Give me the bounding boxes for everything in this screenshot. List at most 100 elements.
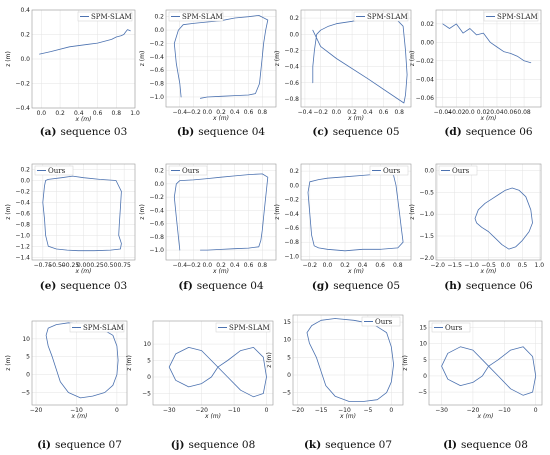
y-tick-label: 5 (26, 354, 30, 361)
caption-tag: (d) (444, 126, 461, 138)
x-axis-label: x (m) (75, 116, 92, 123)
y-tick-label: 5 (423, 357, 427, 364)
x-tick-label: −0.2 (186, 262, 201, 269)
series-line (173, 173, 269, 251)
series-line (312, 16, 408, 104)
x-tick-label: 0.4 (230, 109, 240, 116)
x-tick-label: 0.25 (90, 262, 104, 269)
y-tick-label: 0 (423, 373, 427, 380)
caption-tag: (k) (304, 439, 321, 451)
caption-tag: (i) (37, 439, 51, 451)
x-tick-label: 0.6 (93, 110, 103, 117)
plot-frame (31, 9, 136, 109)
y-tick-label: −0.8 (284, 96, 299, 103)
y-tick-label: 15 (283, 319, 291, 326)
x-tick-label: −0.25 (61, 262, 80, 269)
x-axis-label: x (m) (480, 115, 497, 122)
legend-box (438, 165, 478, 176)
y-axis-label: z (m) (266, 352, 273, 368)
subplot-caption: (b) sequence 04 (177, 126, 265, 138)
plot-frame (435, 163, 542, 261)
legend-box (361, 316, 401, 327)
y-axis-label: z (m) (402, 355, 409, 371)
x-tick-label: 0.2 (340, 262, 350, 269)
x-tick-label: 0.6 (244, 262, 254, 269)
x-tick-label: 0.8 (393, 262, 403, 269)
x-tick-label: 0.4 (363, 109, 373, 116)
legend: Ours (34, 165, 74, 176)
caption-text: sequence 06 (466, 280, 533, 292)
x-axis-label: x (m) (212, 268, 229, 275)
x-tick-label: 0.2 (55, 110, 65, 117)
y-axis-label: z (m) (409, 204, 416, 220)
legend-label: SPM-SLAM (91, 13, 132, 21)
caption-text: sequence 05 (333, 126, 400, 138)
x-tick-label: 0.0 (332, 109, 342, 116)
series-line (45, 322, 119, 399)
x-tick-label: −20 (467, 407, 480, 414)
x-tick-label: 0.08 (517, 109, 531, 116)
subplot-caption: (e) sequence 03 (40, 280, 127, 292)
legend: Ours (431, 322, 471, 333)
plot-frame (165, 9, 277, 108)
subplot-h: −2.0 −1.5 −1.0 −0.5 0.0 0.5 1.00.0−0.5−1.0−1.5… (409, 163, 545, 292)
plot-frame (31, 320, 128, 406)
series-line (306, 318, 395, 402)
y-axis-label: z (m) (274, 204, 281, 220)
subplot-caption: (k) sequence 07 (304, 439, 392, 451)
y-tick-label: −1.4 (15, 254, 30, 261)
y-tick-label: −0.4 (284, 64, 299, 71)
y-axis-label: z (m) (139, 204, 146, 220)
caption-tag: (a) (40, 126, 57, 138)
x-tick-label: −0.5 (481, 262, 496, 269)
y-tick-label: −0.6 (15, 210, 30, 217)
subplot-caption: (l) sequence 08 (443, 439, 528, 451)
x-tick-label: −2.0 (430, 262, 445, 269)
x-axis-label: x (m) (212, 115, 229, 122)
legend: SPM-SLAM (353, 11, 409, 22)
legend-label: Ours (383, 167, 401, 175)
caption-text: sequence 07 (325, 439, 392, 451)
caption-text: sequence 07 (55, 439, 122, 451)
caption-text: sequence 03 (60, 126, 127, 138)
y-tick-label: 0.2 (154, 168, 164, 175)
y-tick-label: 0.4 (20, 7, 30, 14)
y-tick-label: −0.4 (284, 211, 299, 218)
subplot-l: −30 −20 −10 0 15 10 5 0 −5 x (m) z (m) Ours (l) seque… (402, 320, 543, 451)
x-tick-label: 0.4 (74, 110, 84, 117)
legend-label: SPM-SLAM (229, 324, 270, 332)
y-tick-label: −0.5 (419, 189, 434, 196)
x-tick-label: 0.50 (104, 262, 118, 269)
y-axis-label: z (m) (139, 51, 146, 67)
caption-tag: (b) (177, 126, 194, 138)
y-tick-label: 10 (283, 337, 291, 344)
y-axis-label: z (m) (126, 355, 133, 371)
y-tick-label: −1.0 (149, 94, 164, 101)
y-tick-label: −0.2 (149, 194, 164, 201)
x-tick-label: −10 (228, 407, 241, 414)
series-line (441, 346, 537, 396)
x-tick-label: −0.50 (47, 262, 66, 269)
y-tick-label: 0.2 (289, 15, 299, 22)
y-tick-label: 0.0 (289, 182, 299, 189)
x-tick-label: 0.6 (379, 109, 389, 116)
x-tick-label: 0.00 (77, 262, 91, 269)
x-axis-label: x (m) (480, 268, 497, 275)
y-tick-label: 0.0 (154, 181, 164, 188)
x-tick-label: −1.5 (447, 262, 462, 269)
y-tick-label: −0.8 (149, 234, 164, 241)
x-tick-label: −0.4 (172, 109, 187, 116)
x-tick-label: 1.0 (535, 262, 545, 269)
plot-frame (152, 320, 274, 406)
y-tick-label: −0.2 (284, 47, 299, 54)
x-tick-label: −30 (163, 407, 176, 414)
legend-box (168, 165, 208, 176)
caption-tag: (j) (171, 439, 185, 451)
subplot-caption: (i) sequence 07 (37, 439, 122, 451)
legend-label: SPM-SLAM (497, 13, 538, 21)
legend-box (168, 11, 224, 22)
y-tick-label: −1.0 (284, 253, 299, 260)
y-tick-label: −0.6 (149, 67, 164, 74)
legend-box (353, 11, 409, 22)
legend: Ours (361, 316, 401, 327)
